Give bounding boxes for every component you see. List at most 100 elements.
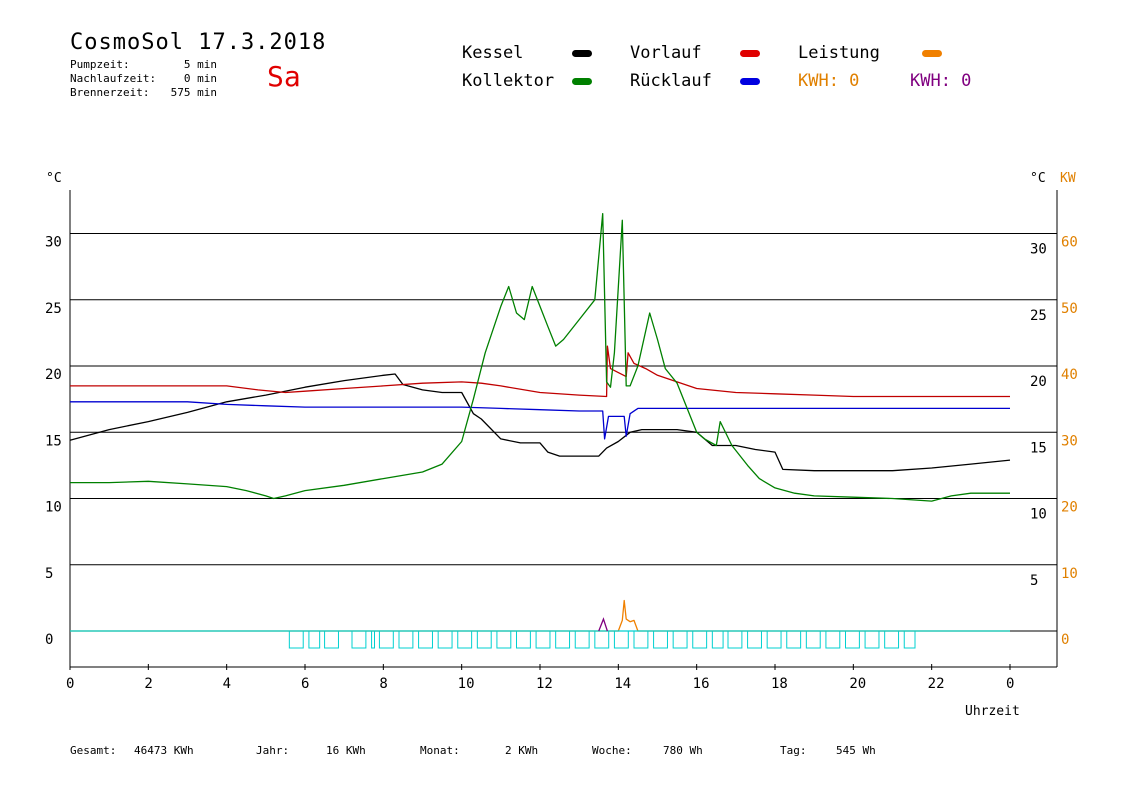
- legend-leistung-swatch: [922, 50, 942, 57]
- series-line-kessel: [69, 373, 1011, 472]
- y-tick-left-25: 25: [45, 301, 62, 317]
- footer-day-value: 545 Wh: [836, 744, 876, 757]
- x-tick-8: 16: [693, 676, 710, 692]
- series-lines: [69, 212, 1011, 632]
- legend-kessel-swatch: [572, 50, 592, 57]
- x-tick-11: 22: [928, 676, 945, 692]
- x-tick-6: 12: [536, 676, 553, 692]
- legend-kollektor-label: Kollektor: [462, 71, 555, 91]
- legend-ruecklauf-label: Rücklauf: [630, 71, 712, 91]
- x-tick-0: 0: [66, 676, 74, 692]
- pump-marker-3-9: [555, 630, 571, 649]
- pump-marker-3-17: [711, 630, 724, 649]
- burner-time-value: 575 min: [170, 86, 217, 99]
- pump-marker-3-0: [378, 630, 394, 649]
- follow-time-label: Nachlaufzeit:: [70, 72, 157, 85]
- pump-marker-3-7: [516, 630, 531, 649]
- pump-marker-4-0: [727, 630, 743, 649]
- y-tick-right-15: 15: [1030, 440, 1047, 456]
- pump-marker-3-13: [633, 630, 649, 649]
- x-tick-10: 20: [849, 676, 866, 692]
- y-tick-left-15: 15: [45, 433, 62, 449]
- pump-marker-3-6: [496, 630, 512, 649]
- footer-month-value: 2 KWh: [505, 744, 539, 757]
- burner-time-label: Brennerzeit:: [70, 86, 150, 99]
- y-tick-kw-20: 20: [1061, 500, 1078, 516]
- pump-marker-4-1: [747, 630, 762, 649]
- pump-marker-3-12: [613, 630, 629, 649]
- y-tick-left-5: 5: [45, 566, 53, 582]
- pump-marker-3-3: [437, 630, 453, 649]
- footer-week-value: 780 Wh: [663, 744, 703, 757]
- footer-year-value: 16 KWh: [326, 744, 366, 757]
- pump-marker-2-1: [371, 630, 376, 649]
- y-tick-kw-10: 10: [1061, 566, 1078, 582]
- footer-day-label: Tag:: [780, 744, 807, 757]
- pump-marker-4-6: [845, 630, 860, 649]
- series-line-rücklauf: [70, 401, 1010, 440]
- pump-marker-4-5: [825, 630, 841, 649]
- pump-marker-3-5: [476, 630, 492, 649]
- y-axis-unit-kw: KW: [1060, 171, 1076, 186]
- series-line-kollektor: [70, 212, 1010, 502]
- pump-marker-4-7: [864, 630, 880, 649]
- legend-kollektor-swatch: [572, 78, 592, 85]
- y-tick-kw-50: 50: [1061, 301, 1078, 317]
- series-line-purple-spike: [598, 617, 608, 632]
- pump-marker-2-0: [351, 630, 367, 649]
- y-tick-right-25: 25: [1030, 308, 1047, 324]
- y-tick-right-20: 20: [1030, 374, 1047, 390]
- pump-marker-3-14: [653, 630, 668, 649]
- pump-marker-4-2: [766, 630, 782, 649]
- pump-marker-3-11: [594, 630, 610, 649]
- footer-total-value: 46473 KWh: [134, 744, 194, 757]
- follow-time-value: 0 min: [183, 72, 217, 85]
- legend-leistung-label: Leistung: [798, 43, 880, 63]
- pump-marker-4-4: [805, 630, 821, 649]
- x-tick-9: 18: [771, 676, 788, 692]
- pump-time-value: 5 min: [183, 58, 217, 71]
- grid-lines: [70, 233, 1057, 632]
- footer-year-label: Jahr:: [256, 744, 290, 757]
- weekday-label: Sa: [267, 60, 301, 93]
- pump-marker-3-15: [672, 630, 688, 649]
- x-tick-2: 4: [223, 676, 231, 692]
- pump-marker-3-4: [457, 630, 473, 649]
- footer-month-label: Monat:: [420, 744, 460, 757]
- pump-marker-3-8: [535, 630, 551, 649]
- y-tick-left-0: 0: [45, 632, 53, 648]
- y-tick-right-5: 5: [1030, 573, 1038, 589]
- pump-marker-3-2: [418, 630, 433, 649]
- pump-marker-4-9: [903, 630, 916, 649]
- x-tick-7: 14: [614, 676, 631, 692]
- legend-vorlauf-label: Vorlauf: [630, 43, 702, 63]
- y-tick-right-10: 10: [1030, 507, 1047, 523]
- pump-time-label: Pumpzeit:: [70, 58, 130, 71]
- x-tick-1: 2: [144, 676, 152, 692]
- x-tick-4: 8: [379, 676, 387, 692]
- y-tick-kw-30: 30: [1061, 433, 1078, 449]
- x-tick-3: 6: [301, 676, 309, 692]
- pump-marker-3-10: [574, 630, 590, 649]
- pump-marker-1-0: [324, 630, 339, 649]
- y-tick-left-10: 10: [45, 500, 62, 516]
- pump-markers: [288, 630, 916, 649]
- kwh-purple-label: KWH: 0: [910, 71, 972, 91]
- y-tick-kw-0: 0: [1061, 632, 1069, 648]
- legend-ruecklauf-swatch: [740, 78, 760, 85]
- pump-marker-3-16: [692, 630, 708, 649]
- series-line-vorlauf: [70, 345, 1010, 398]
- pump-marker-4-8: [884, 630, 900, 649]
- y-tick-kw-40: 40: [1061, 367, 1078, 383]
- y-tick-left-20: 20: [45, 367, 62, 383]
- x-axis-label: Uhrzeit: [965, 704, 1020, 719]
- pump-marker-4-3: [786, 630, 802, 649]
- pump-marker-0-0: [288, 630, 304, 649]
- legend-kessel-label: Kessel: [462, 43, 524, 63]
- y-axis-unit-left: °C: [46, 171, 62, 186]
- x-tick-5: 10: [458, 676, 475, 692]
- y-tick-kw-60: 60: [1061, 235, 1078, 251]
- y-tick-right-30: 30: [1030, 242, 1047, 258]
